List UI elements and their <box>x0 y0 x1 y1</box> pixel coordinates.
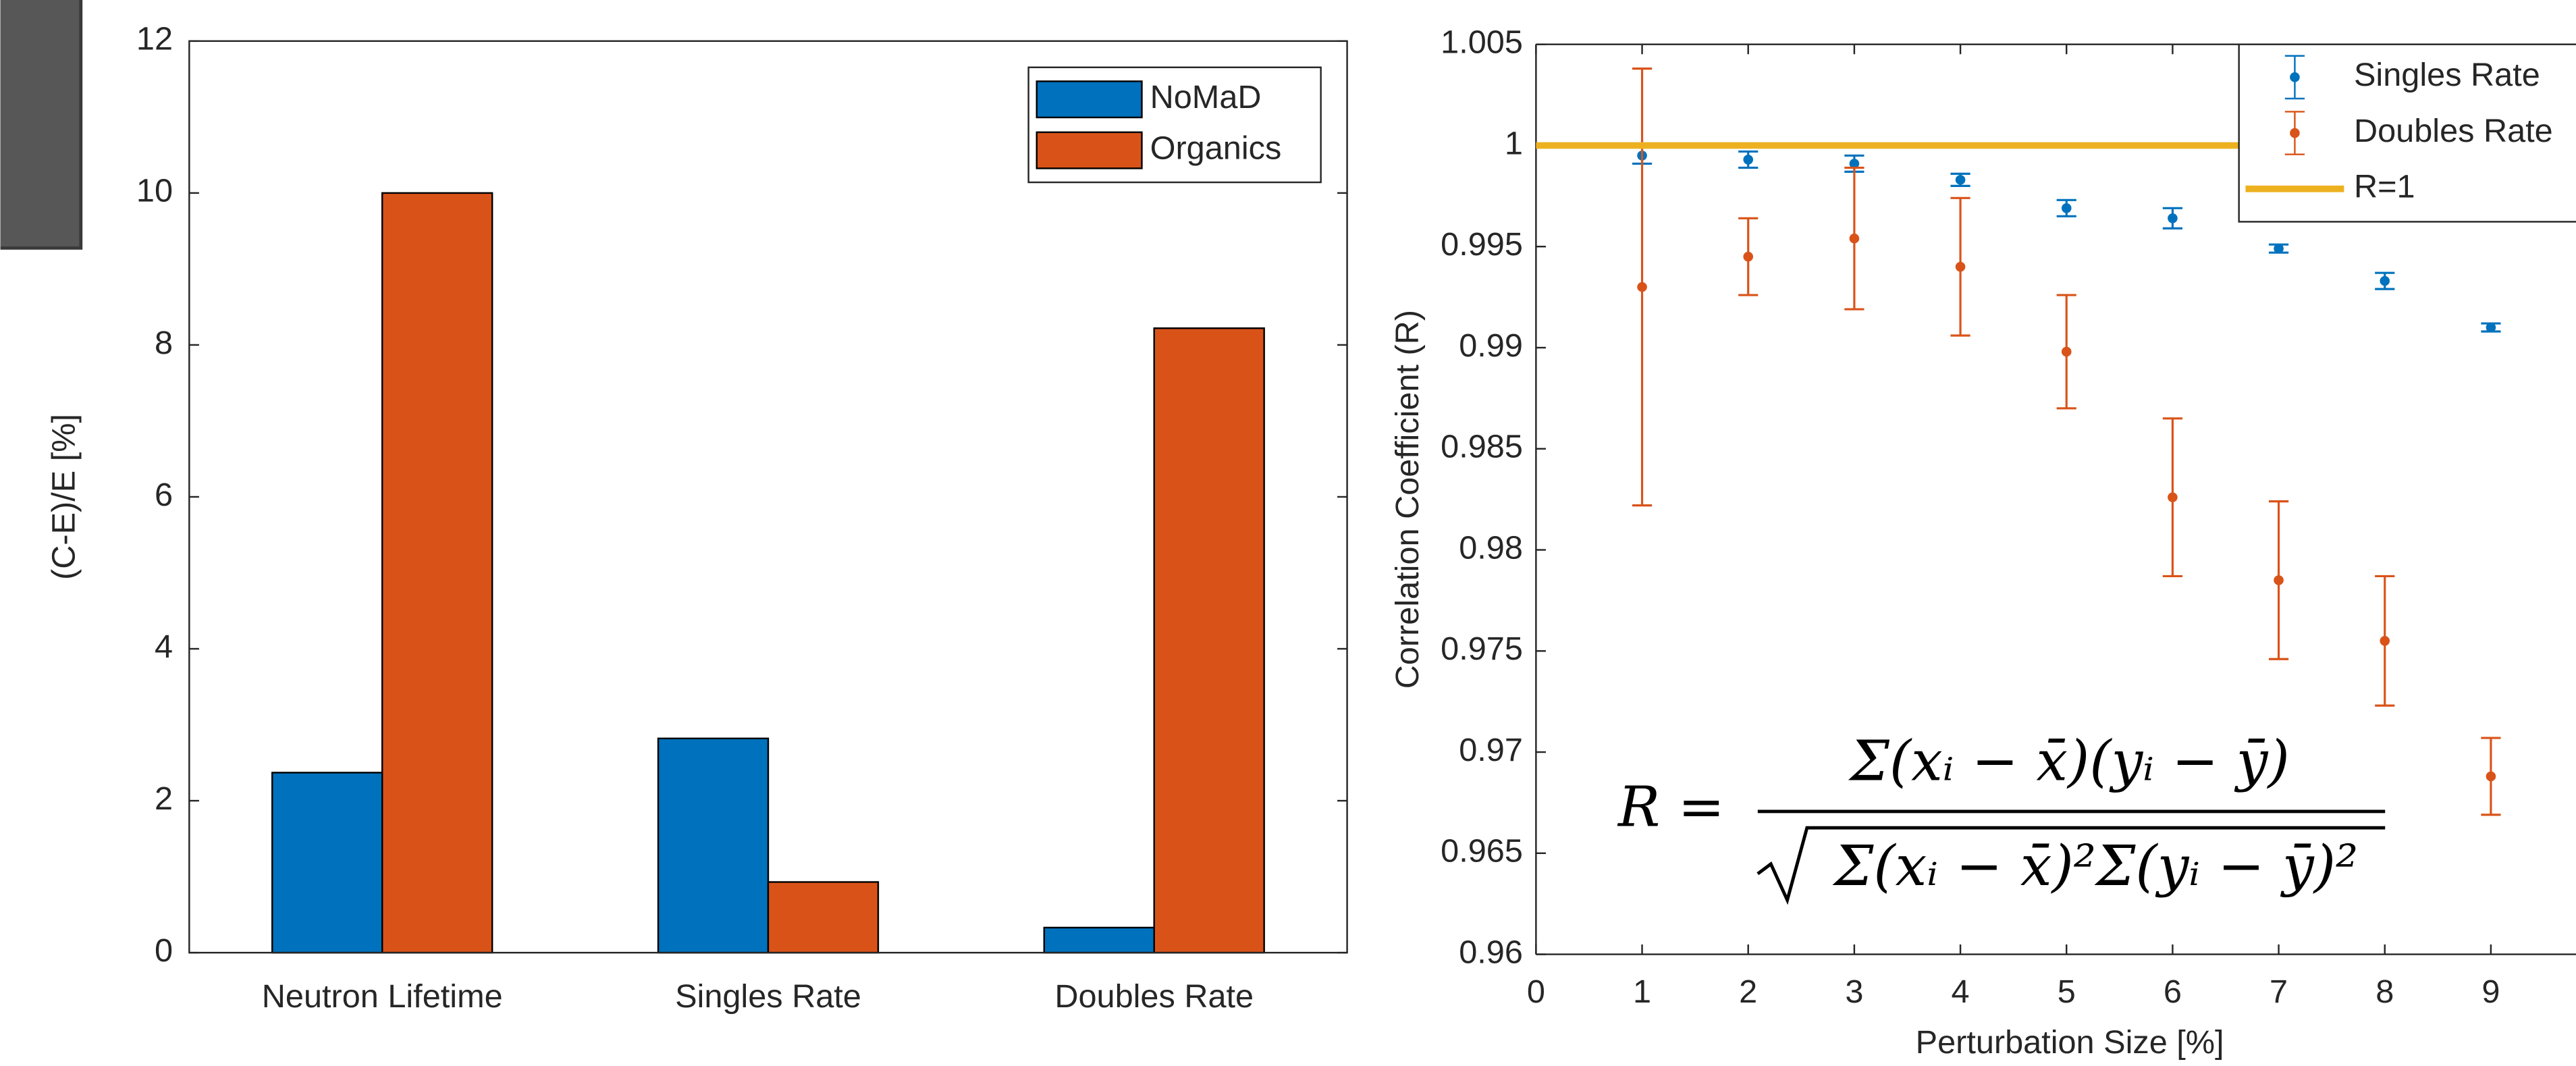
legend-label: NoMaD <box>1150 79 1262 115</box>
point <box>1955 175 1966 185</box>
y-tick-label: 8 <box>155 325 173 361</box>
x-tick-label: 6 <box>2164 974 2182 1010</box>
point <box>2168 213 2178 223</box>
point <box>1743 155 1754 165</box>
point <box>2274 575 2284 585</box>
point <box>1637 282 1647 292</box>
x-tick-label: Singles Rate <box>675 978 861 1015</box>
x-tick-label: 1 <box>1633 974 1651 1010</box>
bar <box>657 737 770 954</box>
legend-label: R=1 <box>2354 169 2415 205</box>
y-tick-label: 0.96 <box>1459 934 1523 970</box>
x-tick-label: 0 <box>1527 974 1545 1010</box>
x-tick-label: Neutron Lifetime <box>262 978 503 1015</box>
formula-lhs: R = <box>1617 774 1725 839</box>
point <box>1955 261 1966 272</box>
x-tick-label: 9 <box>2481 974 2500 1010</box>
plot-frame <box>188 40 1348 954</box>
bar <box>767 881 880 954</box>
y-tick-label: 0.975 <box>1441 631 1523 667</box>
point <box>2380 635 2390 646</box>
point <box>2168 492 2178 502</box>
bar <box>1043 926 1155 954</box>
y-tick-label: 0.985 <box>1441 429 1523 465</box>
bar <box>271 772 383 954</box>
point <box>1849 159 1860 169</box>
y-tick-label: 0.98 <box>1459 529 1523 566</box>
x-tick-label: 8 <box>2376 974 2394 1010</box>
y-tick-label: 0.97 <box>1459 732 1523 768</box>
y-axis-label: Correlation Coefficient (R) <box>1389 310 1426 689</box>
photo-crop-inner <box>0 0 80 246</box>
x-tick-label: 4 <box>1952 974 1970 1010</box>
y-tick-label: 0.965 <box>1441 833 1523 870</box>
y-tick-label: 1.005 <box>1441 24 1523 61</box>
legend-label: Organics <box>1150 130 1282 166</box>
point <box>2061 346 2072 357</box>
y-tick-label: 4 <box>155 629 173 665</box>
sqrt-sign <box>1756 826 2386 905</box>
formula-numerator: Σ(xᵢ − x̄)(yᵢ − ȳ) <box>1848 728 2289 793</box>
y-tick-label: 6 <box>155 477 173 513</box>
point <box>2486 771 2496 782</box>
y-tick-label: 10 <box>136 173 173 209</box>
x-tick-label: 7 <box>2270 974 2288 1010</box>
point <box>1849 233 1860 244</box>
y-tick-label: 0.99 <box>1459 327 1523 364</box>
legend-marker <box>2290 72 2300 82</box>
y-tick-label: 12 <box>136 21 173 57</box>
legend-swatch <box>1036 80 1143 119</box>
bar <box>381 192 493 954</box>
x-tick-label: 5 <box>2058 974 2076 1010</box>
point <box>2061 203 2072 213</box>
x-tick-label: 3 <box>1845 974 1863 1010</box>
y-tick-label: 2 <box>155 780 173 817</box>
point <box>2274 243 2284 254</box>
point <box>2380 275 2390 286</box>
x-tick-label: 2 <box>1739 974 1757 1010</box>
formula-denominator: Σ(xᵢ − x̄)²Σ(yᵢ − ȳ)² <box>1832 833 2358 899</box>
x-axis-label: Perturbation Size [%] <box>1916 1024 2224 1061</box>
legend-marker <box>2290 128 2300 138</box>
x-tick-label: Doubles Rate <box>1054 978 1254 1015</box>
point <box>2486 322 2496 333</box>
legend-swatch <box>1036 131 1143 169</box>
bar <box>1153 327 1265 954</box>
legend-label: Singles Rate <box>2354 57 2540 93</box>
point <box>1743 251 1754 262</box>
y-tick-label: 0.995 <box>1441 226 1523 263</box>
legend-label: Doubles Rate <box>2354 113 2553 149</box>
y-axis-label: (C-E)/E [%] <box>46 414 82 580</box>
y-tick-label: 1 <box>1505 125 1523 161</box>
y-tick-label: 0 <box>155 932 173 969</box>
